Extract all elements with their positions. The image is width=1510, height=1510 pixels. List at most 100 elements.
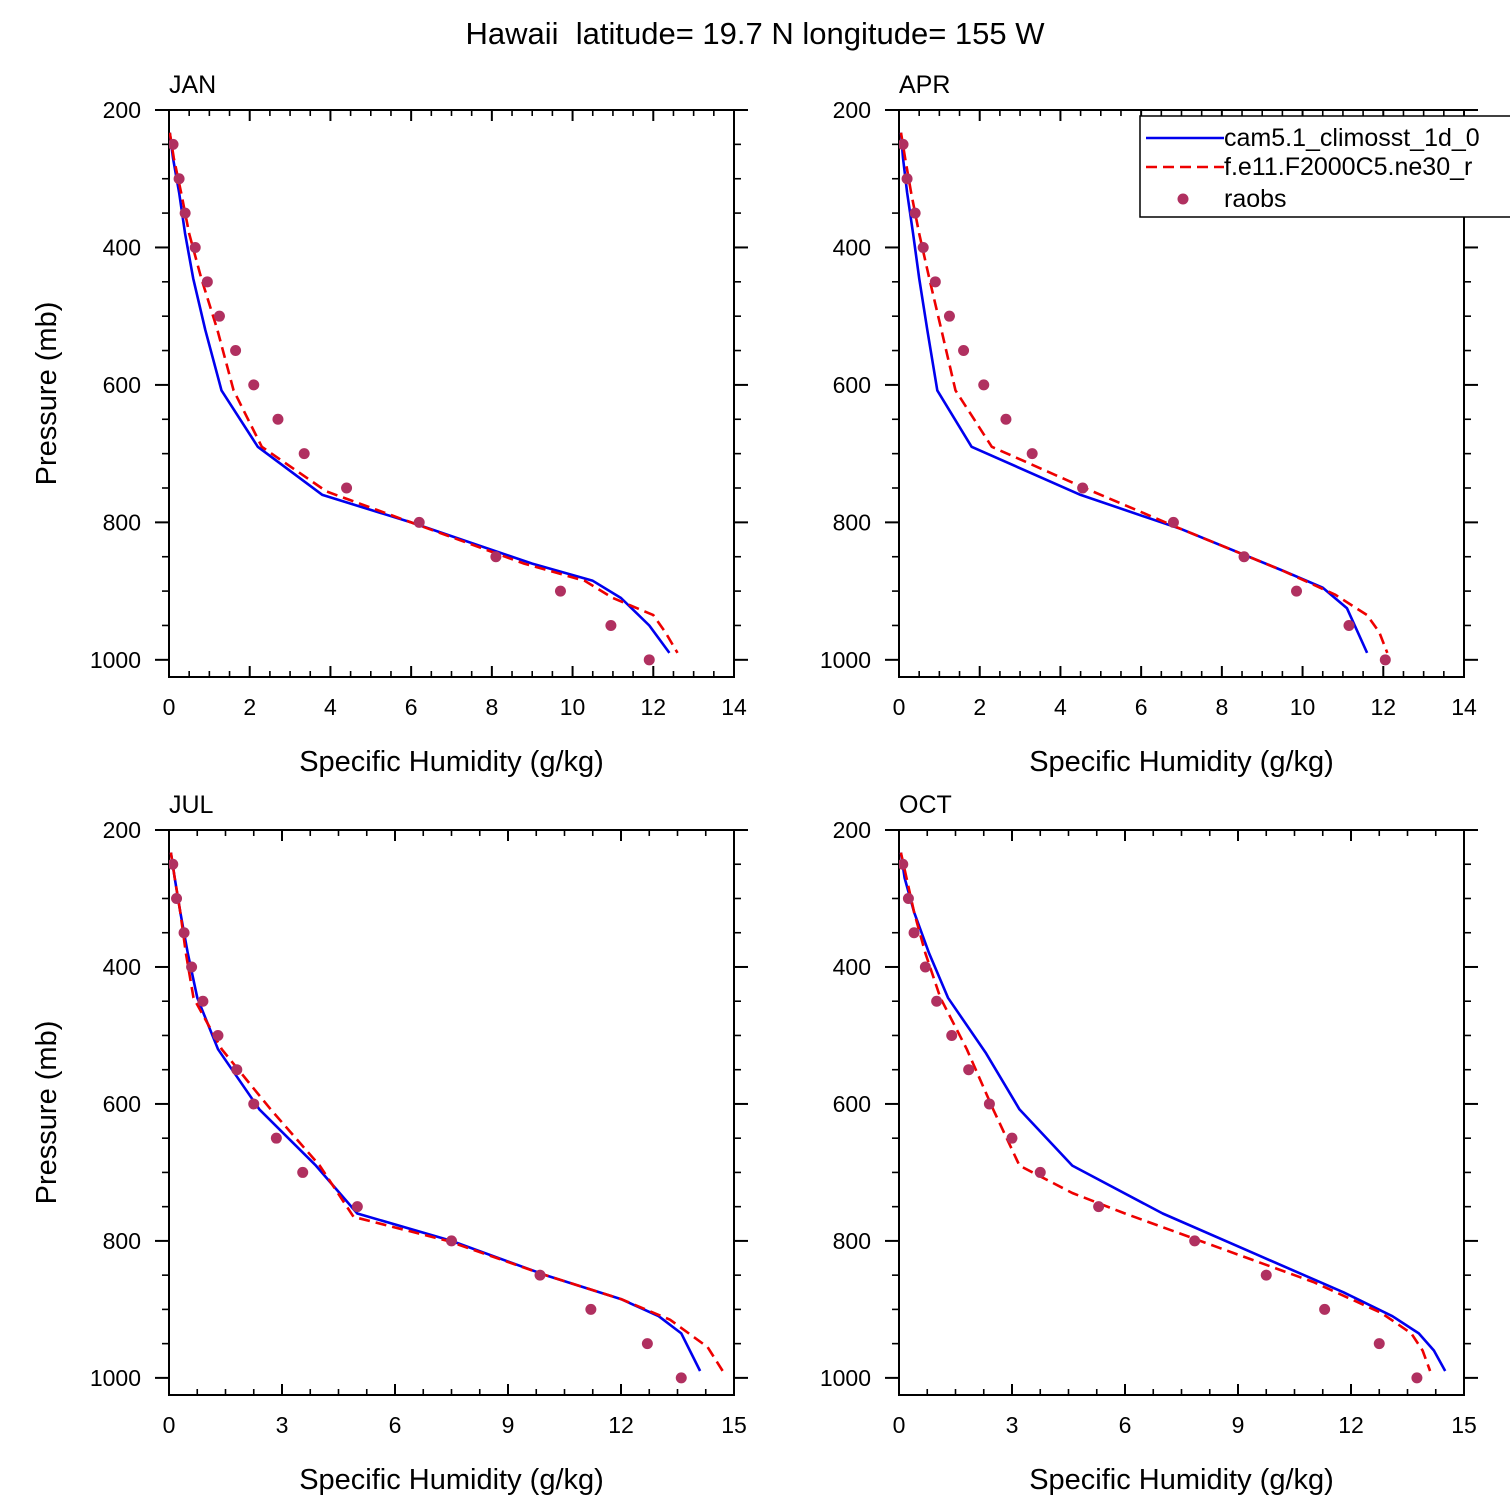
raobs-point [178,927,190,939]
x-axis-label: Specific Humidity (g/kg) [1029,746,1334,778]
x-tick-label: 3 [276,1412,289,1438]
raobs-point [1189,1235,1201,1247]
raobs-point [297,1166,309,1178]
panel-jan: 0 2 4 6 8 10 12 14 200 400 600 800 1000 JAN Specific H… [31,71,748,778]
panel-apr: 0 2 4 6 8 10 12 14 200 400 600 800 1000 APR Specific H… [820,71,1478,778]
plot-area [169,852,724,1384]
x-tick-label: 14 [721,694,747,720]
series-line-cam5 [899,852,1447,1372]
x-tick-label: 12 [640,694,666,720]
raobs-point [189,241,201,253]
raobs-point [1411,1372,1423,1384]
y-tick-label: 1000 [820,1365,871,1391]
raobs-point [643,654,655,666]
raobs-point [248,1098,260,1110]
x-tick-label: 6 [1119,1412,1132,1438]
raobs-point [490,551,502,563]
legend-marker-raobs [1177,193,1189,205]
raobs-point [1167,516,1179,528]
x-tick-label: 15 [721,1412,747,1438]
x-tick-label: 12 [1370,694,1396,720]
raobs-point [212,1029,224,1041]
raobs-point [899,138,909,150]
series-line-f-e11 [169,132,679,654]
raobs-point [1093,1201,1105,1213]
series-line-f-e11 [899,852,1432,1372]
x-tick-label: 6 [1135,694,1148,720]
panel-title: JUL [169,791,214,819]
y-axis-label: Pressure (mb) [31,1021,63,1205]
raobs-point [413,516,425,528]
x-tick-label: 8 [1215,694,1228,720]
raobs-point [248,379,260,391]
x-tick-label: 0 [163,1412,176,1438]
raobs-point [186,961,198,973]
raobs-point [605,619,617,631]
raobs-point [917,241,929,253]
series-line-f-e11 [899,132,1389,654]
raobs-point [213,310,225,322]
raobs-point [963,1064,975,1076]
raobs-point [1034,1166,1046,1178]
y-tick-label: 600 [833,1091,871,1117]
raobs-point [909,207,921,219]
raobs-point [272,413,284,425]
panel-jul: 0 3 6 9 12 15 200 400 600 800 1000 JUL Specific Humi… [31,791,748,1496]
y-tick-label: 200 [103,97,141,123]
y-tick-label: 200 [833,97,871,123]
raobs-point [173,173,185,185]
raobs-point [1379,654,1391,666]
x-tick-label: 8 [485,694,498,720]
raobs-point [554,585,566,597]
raobs-point [179,207,191,219]
raobs-point [931,995,943,1007]
plot-frame [168,109,735,678]
raobs-point [946,1029,958,1041]
raobs-point [1260,1269,1272,1281]
legend-label: raobs [1224,185,1287,213]
x-tick-label: 10 [1290,694,1316,720]
y-tick-label: 800 [103,1228,141,1254]
raobs-point [1343,619,1355,631]
plot-frame [168,829,735,1396]
x-tick-label: 2 [243,694,256,720]
raobs-point [298,448,310,460]
raobs-point [230,345,242,357]
raobs-point [641,1338,653,1350]
y-tick-label: 600 [103,1091,141,1117]
raobs-point [585,1303,597,1315]
raobs-point [169,858,179,870]
x-tick-label: 3 [1006,1412,1019,1438]
raobs-point [919,961,931,973]
raobs-point [943,310,955,322]
x-tick-label: 2 [973,694,986,720]
x-tick-label: 0 [893,694,906,720]
raobs-point [1373,1338,1385,1350]
raobs-point [675,1372,687,1384]
y-tick-label: 800 [833,1228,871,1254]
y-axis-label: Pressure (mb) [31,302,63,486]
x-tick-label: 6 [405,694,418,720]
x-tick-label: 15 [1451,1412,1477,1438]
raobs-point [231,1064,243,1076]
panel-title: OCT [899,791,952,819]
raobs-point [901,173,913,185]
figure-title: Hawaii latitude= 19.7 N longitude= 155 W [465,16,1045,51]
y-tick-label: 600 [103,372,141,398]
x-axis-label: Specific Humidity (g/kg) [299,1464,604,1496]
x-tick-label: 9 [502,1412,515,1438]
panel-title: APR [899,71,950,99]
raobs-point [1291,585,1303,597]
raobs-point [1006,1132,1018,1144]
x-tick-label: 10 [560,694,586,720]
raobs-point [1026,448,1038,460]
raobs-point [446,1235,457,1247]
series-line-cam5 [169,132,671,654]
y-tick-label: 800 [103,509,141,535]
y-tick-label: 200 [833,817,871,843]
x-tick-label: 4 [324,694,337,720]
y-tick-label: 400 [103,954,141,980]
raobs-point [1319,1303,1331,1315]
panel-title: JAN [169,71,216,99]
raobs-point [1000,413,1012,425]
